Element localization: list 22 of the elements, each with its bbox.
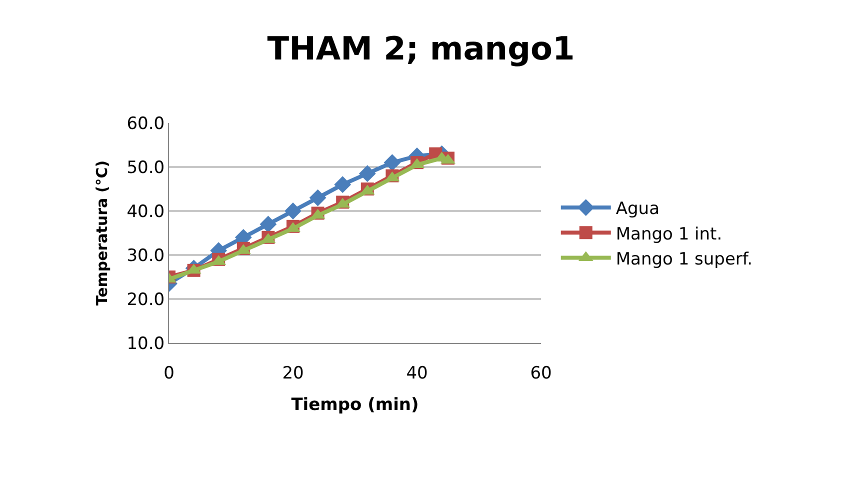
- x-axis-title: Tiempo (min): [291, 394, 419, 415]
- point: [309, 189, 326, 206]
- x-tick-label: 40: [406, 363, 428, 384]
- point: [384, 154, 401, 172]
- point: [334, 176, 352, 194]
- chart-title: THAM 2; mango1: [267, 29, 575, 68]
- point: [358, 165, 376, 182]
- y-axis-title: Temperatura (°C): [92, 160, 111, 306]
- point: [260, 216, 277, 233]
- x-tick-label: 60: [530, 363, 552, 384]
- point: [284, 202, 302, 220]
- legend-label: Mango 1 superf.: [616, 249, 753, 270]
- y-tick-label: 10.0: [126, 334, 165, 354]
- x-tick-label: 0: [164, 363, 174, 384]
- y-tick-label: 20.0: [126, 290, 165, 310]
- y-tick-label: 50.0: [126, 158, 165, 178]
- x-tick-label: 20: [282, 363, 304, 384]
- y-tick-label: 30.0: [126, 246, 165, 266]
- y-tick-label: 40.0: [126, 202, 165, 222]
- y-tick-label: 60.0: [126, 114, 165, 134]
- legend-label: Mango 1 int.: [616, 224, 722, 244]
- legend-label: Agua: [616, 199, 660, 220]
